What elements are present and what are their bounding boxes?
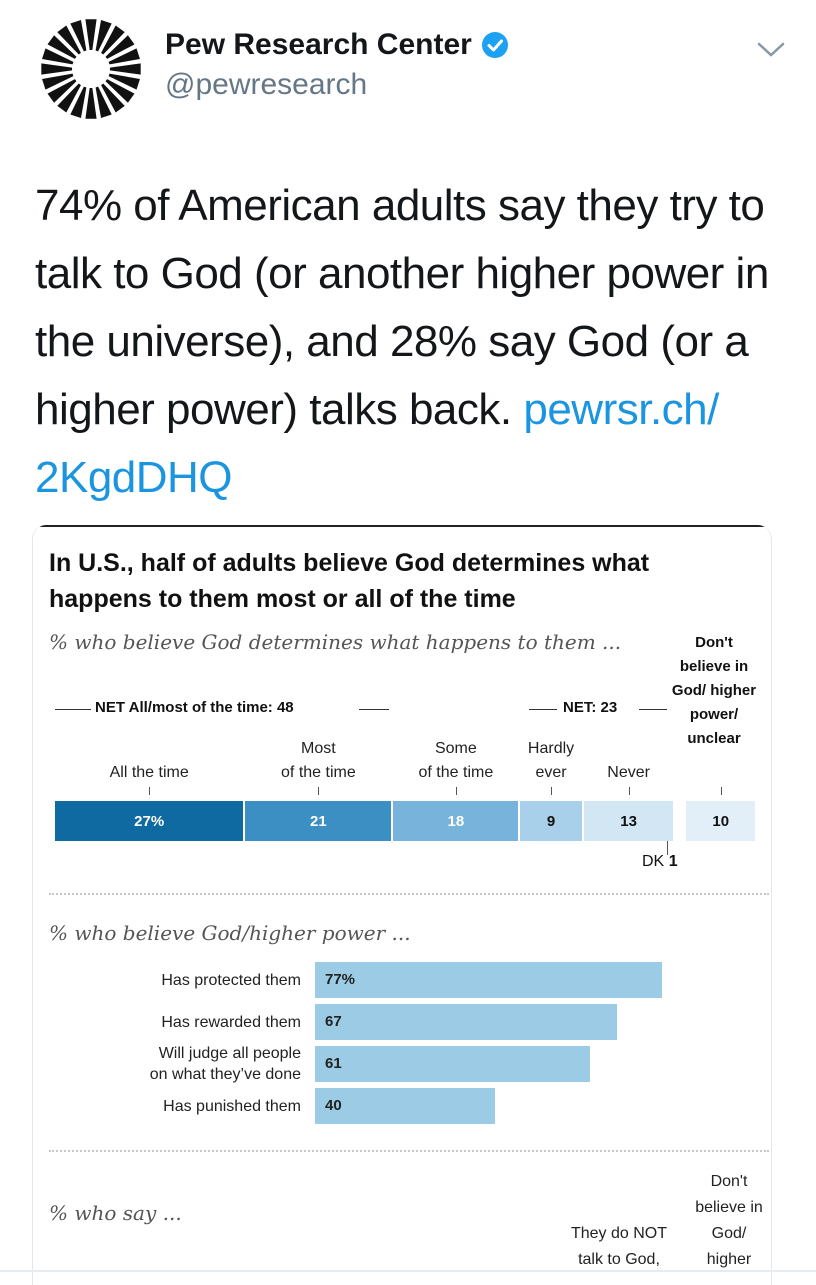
logo-ray xyxy=(41,63,73,75)
tweet-text: 74% of American adults say they try to t… xyxy=(35,172,795,512)
chart-title: In U.S., half of adults believe God dete… xyxy=(49,549,650,613)
category-tick xyxy=(720,787,722,795)
category-tick xyxy=(551,787,553,795)
logo-ray xyxy=(85,87,97,119)
h-bar xyxy=(315,1088,495,1124)
account-handle[interactable]: @pewresearch xyxy=(165,68,368,101)
h-bar xyxy=(315,1004,617,1040)
logo-ray xyxy=(57,83,81,113)
logo-ray xyxy=(109,63,141,75)
tweet-link[interactable]: pewrsr.ch/ 2KgdDHQ xyxy=(35,385,719,502)
stacked-cat-hardly: Hardly ever xyxy=(527,740,575,781)
verified-badge-icon xyxy=(481,32,508,58)
h-bar-label: Has punished them xyxy=(163,1098,301,1115)
net-all-most-label: NET All/most of the time: 48 xyxy=(95,699,294,716)
bottom-divider xyxy=(0,1270,816,1272)
logo-ray xyxy=(108,48,140,65)
embedded-chart-image[interactable]: In U.S., half of adults believe God dete… xyxy=(32,525,772,1285)
dont-believe-header: Don't believe in God/ higher power/ uncl… xyxy=(671,634,757,747)
stacked-bar-segment: 18 xyxy=(393,801,519,841)
stacked-bar-segment: 27% xyxy=(55,801,244,841)
pew-logo-avatar[interactable] xyxy=(40,18,142,120)
dk-label: DK 1 xyxy=(642,853,678,871)
h-bar-value: 61 xyxy=(325,1055,342,1072)
h-bar-value: 40 xyxy=(325,1097,342,1114)
divider-dotted-1 xyxy=(49,893,769,895)
account-name-row[interactable]: Pew Research Center xyxy=(165,28,510,62)
net-line-left-b xyxy=(359,709,389,710)
divider-dotted-2 xyxy=(49,1150,769,1152)
logo-ray xyxy=(47,79,77,103)
stacked-bar-segment: 9 xyxy=(520,801,582,841)
logo-ray xyxy=(101,83,125,113)
logo-ray xyxy=(101,25,125,55)
bottom-col-dont-believe: Don't believe in God/ higher xyxy=(695,1173,763,1268)
logo-ray xyxy=(70,20,87,52)
stacked-bar-segment: 21 xyxy=(245,801,392,841)
dk-text: DK xyxy=(642,853,665,870)
logo-ray xyxy=(95,86,112,118)
dk-tick xyxy=(667,841,668,855)
logo-ray xyxy=(108,73,140,90)
h-bar xyxy=(315,962,662,998)
chart-subtitle-determines: % who believe God determines what happen… xyxy=(49,630,622,654)
h-bar-value: 77% xyxy=(325,971,356,988)
stacked-cat-all-time: All the time xyxy=(109,764,189,781)
logo-ray xyxy=(47,35,77,59)
stacked-bar-segment: 13 xyxy=(583,801,674,841)
category-tick xyxy=(149,787,151,795)
logo-ray xyxy=(95,20,112,52)
logo-ray xyxy=(42,48,74,65)
chevron-down-icon[interactable] xyxy=(756,40,786,60)
stacked-bar-segment: 10 xyxy=(686,801,755,841)
dk-value: 1 xyxy=(668,853,678,870)
net-hardly-never-label: NET: 23 xyxy=(563,699,618,716)
bottom-col-not-talk: They do NOT talk to God, xyxy=(570,1225,668,1268)
logo-ray xyxy=(105,35,135,59)
stacked-cat-most: Most of the time xyxy=(281,740,356,781)
net-line-left-a xyxy=(55,709,91,710)
h-bar-value: 67 xyxy=(325,1013,342,1030)
logo-ray xyxy=(70,86,87,118)
logo-ray xyxy=(42,73,74,90)
logo-ray xyxy=(85,19,97,51)
stacked-cat-never: Never xyxy=(607,764,650,781)
logo-center xyxy=(74,52,108,86)
account-name[interactable]: Pew Research Center xyxy=(165,28,472,61)
logo-ray xyxy=(105,79,135,103)
net-line-right-b xyxy=(639,709,667,710)
category-tick xyxy=(628,787,630,795)
h-bar-label: Has rewarded them xyxy=(161,1014,301,1031)
h-bar xyxy=(315,1046,590,1082)
stacked-cat-some: Some of the time xyxy=(418,740,494,781)
chart-subtitle-who-say: % who say ... xyxy=(49,1201,182,1225)
tweet-body: 74% of American adults say they try to t… xyxy=(35,181,769,434)
net-line-right-a xyxy=(529,709,557,710)
graphic-top-rule xyxy=(33,525,771,527)
logo-ray xyxy=(57,25,81,55)
category-tick xyxy=(455,787,457,795)
chart-subtitle-believe: % who believe God/higher power ... xyxy=(49,921,411,945)
h-bar-label: Has protected them xyxy=(161,972,301,989)
category-tick xyxy=(318,787,320,795)
h-bar-label: Will judge all people on what they’ve don… xyxy=(149,1045,301,1083)
